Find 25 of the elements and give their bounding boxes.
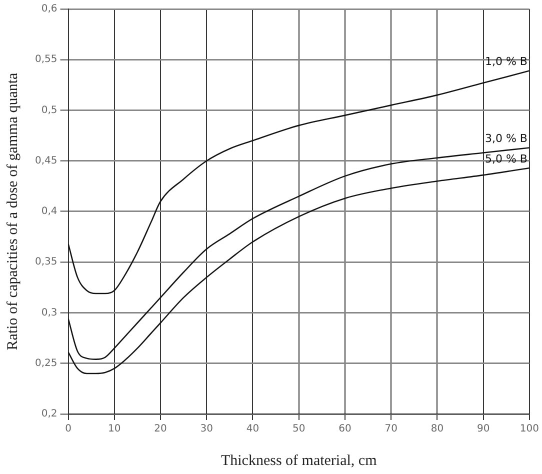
x-tick-label: 70 — [384, 424, 398, 435]
x-axis-title: Thickness of material, cm — [220, 452, 378, 469]
x-tick-label: 30 — [200, 424, 213, 435]
y-tick-label: 0,25 — [35, 358, 58, 369]
series-label: 3,0 % B — [484, 132, 528, 146]
y-tick-label: 0,4 — [41, 206, 58, 218]
x-tick-label: 0 — [65, 424, 72, 435]
y-tick-label: 0,3 — [41, 307, 58, 318]
x-tick-label: 100 — [520, 424, 540, 435]
x-tick-label: 90 — [476, 424, 490, 435]
y-tick-label: 0,55 — [35, 54, 58, 66]
x-tick-label: 60 — [338, 424, 352, 435]
series-label: 5,0 % B — [484, 152, 528, 166]
y-tick-label: 0,45 — [35, 155, 58, 166]
y-tick-label: 0,2 — [41, 408, 58, 420]
y-tick-label: 0,35 — [35, 256, 58, 268]
series-label: 1,0 % B — [484, 55, 528, 68]
x-tick-label: 50 — [292, 424, 306, 435]
x-tick-label: 20 — [154, 424, 167, 435]
x-tick-label: 80 — [430, 424, 444, 435]
x-tick-label: 40 — [246, 424, 260, 435]
y-tick-label: 0,6 — [41, 4, 58, 15]
y-tick-label: 0,5 — [41, 104, 58, 116]
y-axis-title: Ratio of capacities of a dose of gamma quanta — [4, 72, 21, 350]
x-tick-label: 10 — [108, 424, 121, 435]
